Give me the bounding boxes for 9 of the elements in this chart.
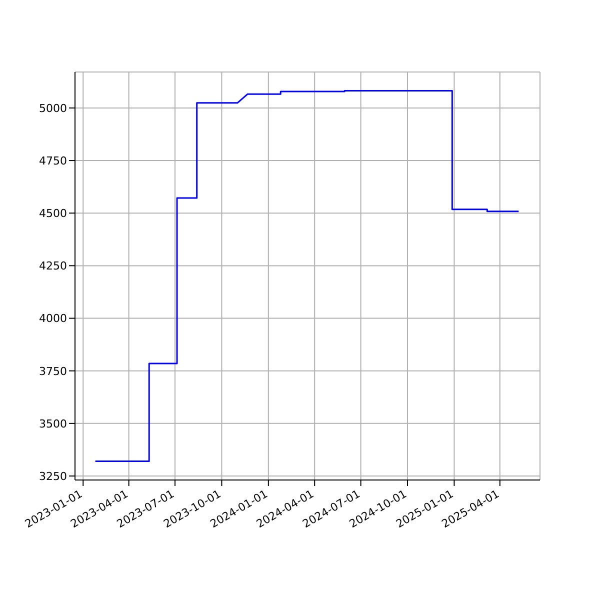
y-tick-label: 3500 [39, 417, 67, 430]
line-series [94, 90, 520, 462]
y-tick-label: 4500 [39, 207, 67, 220]
y-tick-label: 4250 [39, 260, 67, 273]
y-tick-label: 3750 [39, 364, 67, 378]
y-tick-label: 5000 [39, 102, 67, 115]
y-tick-label: 4750 [39, 154, 67, 168]
y-tick-label: 4000 [39, 312, 67, 326]
y-tick-label: 3250 [39, 470, 67, 483]
